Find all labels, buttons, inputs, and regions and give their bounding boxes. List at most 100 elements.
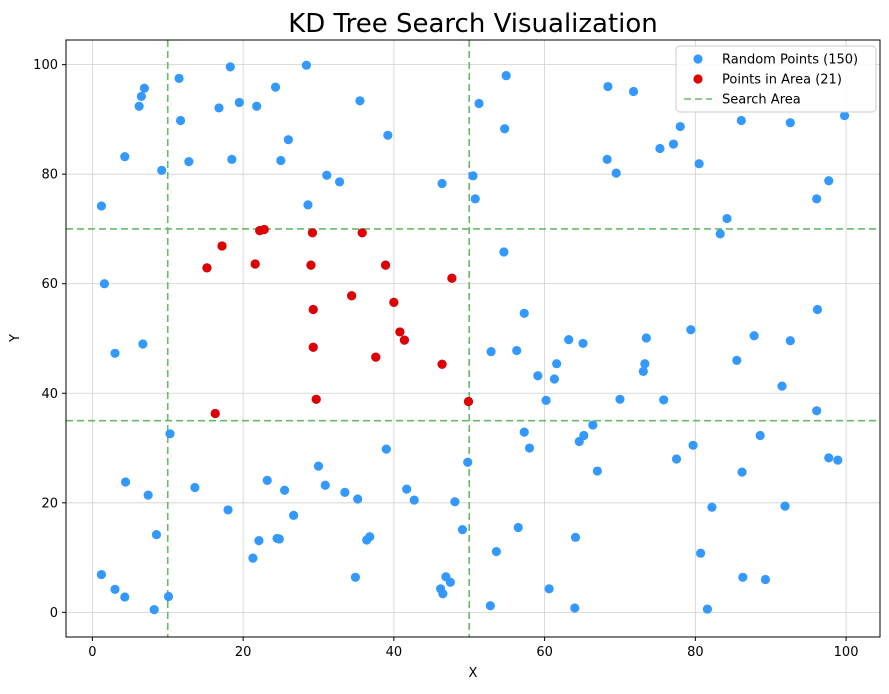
random-point — [486, 347, 496, 357]
y-tick-label: 100 — [33, 58, 58, 73]
search-area-lines — [66, 40, 880, 637]
random-point — [99, 279, 110, 289]
area-point — [259, 224, 269, 235]
random-point — [736, 115, 746, 126]
random-point — [671, 454, 682, 464]
random-point — [474, 98, 484, 109]
y-tick-label: 0 — [50, 606, 58, 621]
random-point — [500, 124, 510, 134]
random-point — [533, 371, 543, 381]
legend-box — [675, 45, 877, 113]
area-point — [210, 408, 220, 419]
random-point — [381, 444, 391, 454]
random-point — [668, 139, 679, 149]
random-point — [254, 536, 264, 546]
random-point — [641, 333, 651, 343]
legend-marker — [693, 74, 703, 84]
random-point — [165, 429, 175, 439]
random-point — [570, 532, 581, 542]
random-point — [812, 304, 823, 315]
random-point — [519, 427, 529, 437]
random-point — [541, 395, 551, 405]
random-point — [248, 553, 258, 563]
random-point — [365, 532, 375, 542]
random-point — [603, 81, 613, 92]
random-point — [136, 91, 146, 102]
random-point — [223, 505, 233, 515]
area-point — [217, 241, 227, 251]
random-point — [655, 143, 665, 154]
random-point — [270, 82, 281, 92]
random-point — [812, 406, 822, 416]
area-point — [371, 352, 381, 362]
random-point — [824, 176, 834, 186]
random-point — [149, 605, 159, 615]
random-point — [564, 334, 574, 345]
random-point — [659, 395, 669, 405]
random-point — [485, 601, 495, 611]
random-point — [696, 548, 706, 558]
random-point — [353, 494, 363, 504]
random-point — [513, 522, 523, 533]
random-point — [749, 331, 759, 341]
random-point — [214, 103, 224, 113]
random-point — [833, 455, 843, 465]
chart-title: KD Tree Search Visualization — [288, 9, 658, 39]
random-point — [190, 482, 200, 493]
legend-marker — [693, 54, 703, 64]
random-point — [289, 510, 299, 521]
area-point — [389, 297, 399, 307]
random-point — [499, 247, 509, 257]
random-point — [320, 480, 330, 490]
random-point — [120, 592, 130, 602]
random-point — [812, 194, 822, 204]
axis-ticks: 0 20 40 60 80 100 0 20 40 60 80 100 — [33, 58, 858, 660]
random-point — [252, 101, 262, 111]
random-point — [512, 345, 522, 356]
x-tick-label: 20 — [235, 645, 252, 660]
area-point — [202, 263, 212, 273]
area-point — [395, 327, 405, 337]
random-point — [491, 546, 501, 557]
random-point — [301, 60, 312, 70]
random-point — [120, 152, 130, 162]
plot-area — [66, 40, 880, 637]
random-point — [163, 591, 174, 602]
random-point — [437, 178, 447, 189]
x-tick-label: 40 — [386, 645, 403, 660]
random-point — [468, 171, 478, 181]
random-point — [777, 381, 787, 391]
random-point — [313, 461, 324, 471]
legend-label: Random Points (150) — [722, 53, 858, 68]
random-point — [279, 485, 290, 495]
area-point — [306, 260, 316, 270]
area-point — [347, 291, 357, 301]
area-point — [250, 259, 260, 269]
y-tick-label: 60 — [41, 277, 58, 292]
random-point — [96, 569, 107, 580]
random-point — [638, 366, 648, 376]
random-point — [157, 165, 167, 175]
x-tick-label: 60 — [536, 645, 553, 660]
random-point — [110, 348, 120, 358]
plot-border — [65, 39, 881, 638]
random-point — [785, 118, 795, 128]
random-point — [138, 339, 148, 349]
random-point — [340, 487, 350, 498]
random-point — [175, 115, 186, 126]
random-point — [350, 572, 361, 582]
x-axis-label: X — [469, 666, 478, 681]
random-point — [732, 355, 742, 366]
random-point — [760, 574, 771, 585]
random-point — [457, 525, 468, 535]
random-point — [303, 200, 313, 210]
y-tick-label: 40 — [41, 387, 58, 402]
area-point — [308, 304, 318, 315]
random-point — [524, 443, 535, 453]
area-point — [399, 335, 410, 345]
random-point — [715, 229, 725, 239]
random-point — [409, 495, 419, 505]
area-point — [463, 396, 474, 407]
